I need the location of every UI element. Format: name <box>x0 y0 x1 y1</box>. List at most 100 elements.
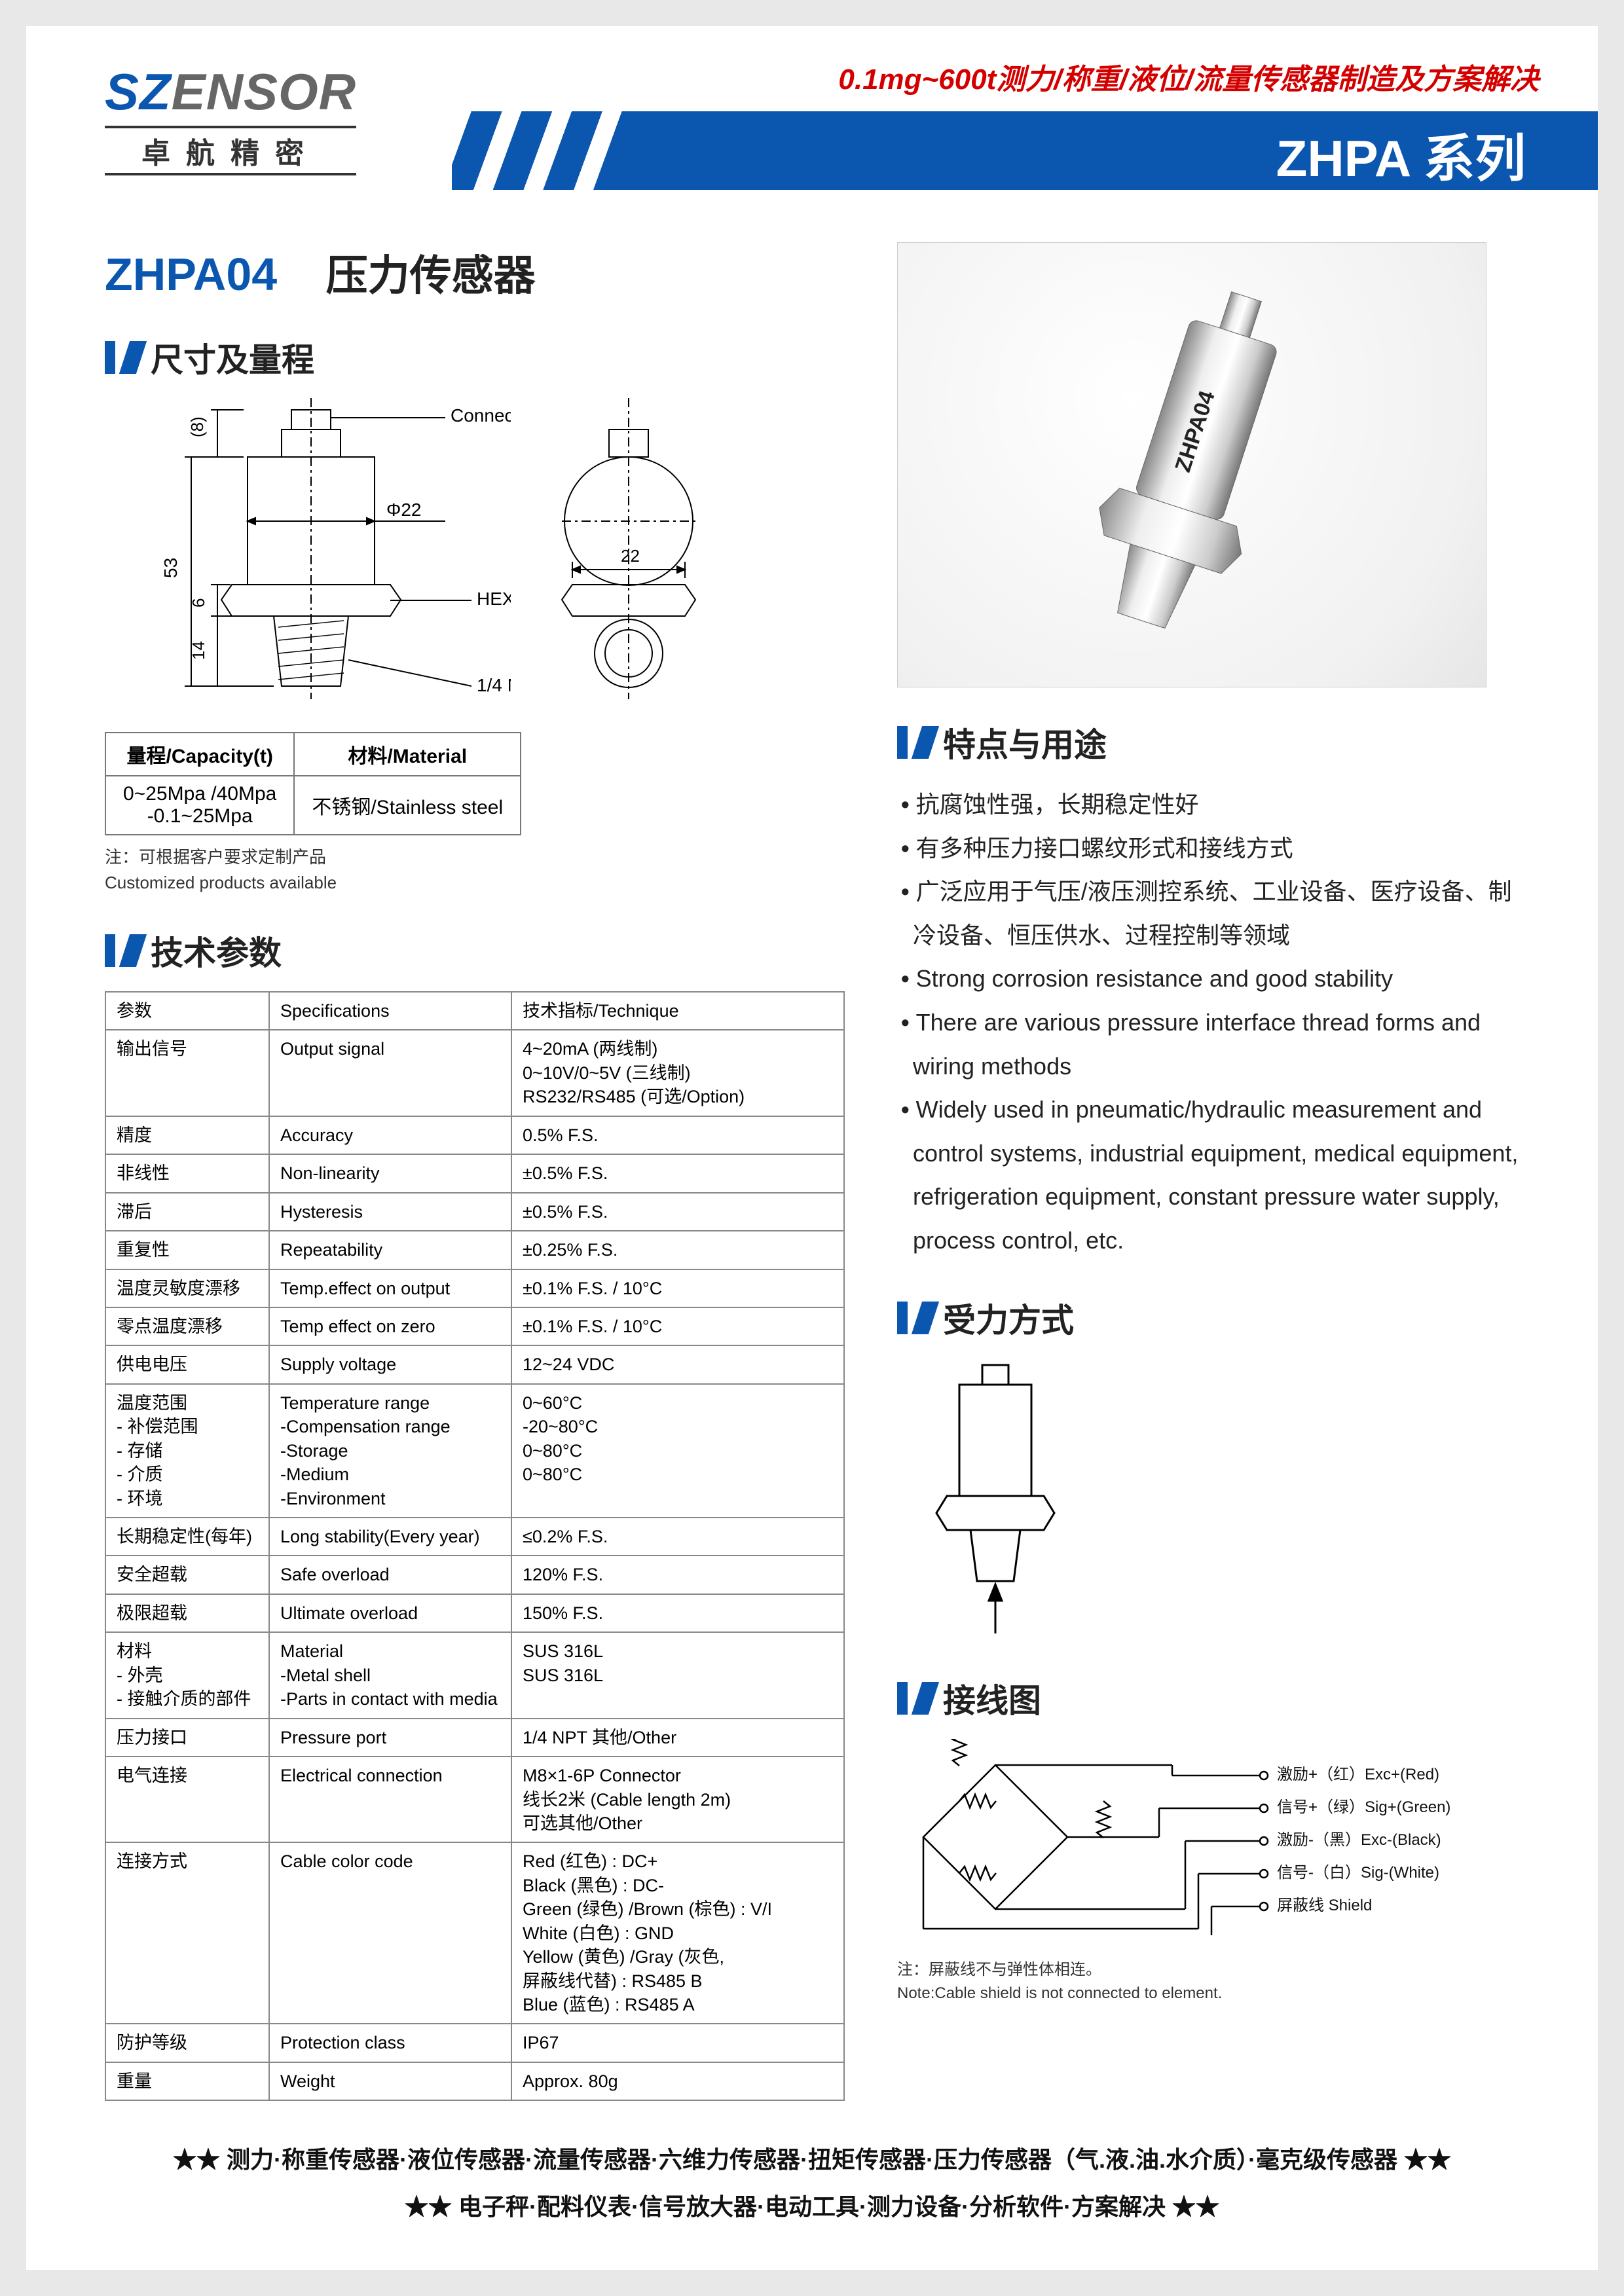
cap-hdr-1: 材料/Material <box>294 733 521 776</box>
feature-item: Strong corrosion resistance and good sta… <box>909 957 1526 1001</box>
cap-note-en: Customized products available <box>105 870 845 896</box>
model-code: ZHPA04 <box>105 249 277 300</box>
spec-cell: 重量 <box>105 2062 269 2100</box>
model-name: 压力传感器 <box>326 252 536 299</box>
spec-cell: 0~60°C -20~80°C 0~80°C 0~80°C <box>511 1384 844 1518</box>
spec-cell: 安全超载 <box>105 1556 269 1594</box>
section-title: 接线图 <box>943 1675 1041 1722</box>
dim-connector: Connector M8×1-6P <box>451 405 511 426</box>
dim-h53: 53 <box>160 558 181 578</box>
feature-list: 抗腐蚀性强，长期稳定性好有多种压力接口螺纹形式和接线方式广泛应用于气压/液压测控… <box>897 783 1526 1263</box>
dim-d22: Φ22 <box>386 500 421 520</box>
dim-thread: 1/4 NPT <box>477 675 511 695</box>
spec-cell: 1/4 NPT 其他/Other <box>511 1719 844 1757</box>
wiring-label: 激励+（红）Exc+(Red) <box>1277 1766 1439 1783</box>
spec-cell: ±0.25% F.S. <box>511 1231 844 1269</box>
spec-cell: Pressure port <box>269 1719 511 1757</box>
spec-cell: Temperature range -Compensation range -S… <box>269 1384 511 1518</box>
section-title: 特点与用途 <box>943 719 1107 766</box>
wiring-label: 屏蔽线 Shield <box>1277 1897 1372 1914</box>
spec-cell: 120% F.S. <box>511 1556 844 1594</box>
spec-cell: Non-linearity <box>269 1154 511 1192</box>
right-column: ZHPA04 特点与用途 抗腐蚀性强，长期稳定性好有多种压力接口螺纹形式和接线方… <box>897 242 1526 2005</box>
header-tagline: 0.1mg~600t测力/称重/液位/流量传感器制造及方案解决 <box>838 56 1539 98</box>
table-row: 连接方式Cable color codeRed (红色) : DC+ Black… <box>105 1842 844 2024</box>
wiring-note: 注：屏蔽线不与弹性体相连。 Note:Cable shield is not c… <box>897 1958 1526 2005</box>
table-row: 安全超载Safe overload120% F.S. <box>105 1556 844 1594</box>
feature-item: 广泛应用于气压/液压测控系统、工业设备、医疗设备、制冷设备、恒压供水、过程控制等… <box>909 870 1526 957</box>
section-title: 尺寸及量程 <box>151 334 314 381</box>
section-dimensions: 尺寸及量程 <box>105 334 845 381</box>
table-row: 极限超载Ultimate overload150% F.S. <box>105 1594 844 1632</box>
product-photo: ZHPA04 <box>897 242 1486 687</box>
wiring-label: 信号+（绿）Sig+(Green) <box>1277 1798 1450 1816</box>
section-features: 特点与用途 <box>897 719 1526 766</box>
spec-cell: 0.5% F.S. <box>511 1116 844 1154</box>
feature-item: There are various pressure interface thr… <box>909 1001 1526 1088</box>
cap-cell-1: 不锈钢/Stainless steel <box>294 776 521 835</box>
wiring-label: 信号-（白）Sig-(White) <box>1277 1864 1439 1882</box>
spec-cell: Long stability(Every year) <box>269 1518 511 1556</box>
dim-h14: 14 <box>189 641 208 660</box>
spec-cell: 非线性 <box>105 1154 269 1192</box>
spec-cell: Electrical connection <box>269 1757 511 1842</box>
dimension-side-svg: 22 <box>550 398 707 719</box>
spec-cell: 压力接口 <box>105 1719 269 1757</box>
spec-cell: 温度灵敏度漂移 <box>105 1269 269 1307</box>
spec-cell: 4~20mA (两线制) 0~10V/0~5V (三线制) RS232/RS48… <box>511 1030 844 1116</box>
spec-cell: Temp.effect on output <box>269 1269 511 1307</box>
spec-cell: 防护等级 <box>105 2024 269 2062</box>
left-column: ZHPA04 压力传感器 尺寸及量程 <box>105 242 845 2101</box>
spec-cell: 电气连接 <box>105 1757 269 1842</box>
section-bar-icon <box>119 341 147 374</box>
spec-cell: ±0.1% F.S. / 10°C <box>511 1307 844 1345</box>
spec-cell: Protection class <box>269 2024 511 2062</box>
section-force: 受力方式 <box>897 1294 1526 1341</box>
section-bar-icon <box>897 1682 908 1715</box>
wiring-note-cn: 注：屏蔽线不与弹性体相连。 <box>897 1958 1526 1982</box>
cap-hdr-0: 量程/Capacity(t) <box>105 733 294 776</box>
section-bar-icon <box>105 934 115 967</box>
wiring-label: 激励-（黑）Exc-(Black) <box>1277 1831 1441 1849</box>
table-row: 非线性Non-linearity±0.5% F.S. <box>105 1154 844 1192</box>
dim-h8: (8) <box>187 416 207 437</box>
dimension-front-svg: Connector M8×1-6P Φ22 HEX.22 1/4 NPT (8)… <box>105 398 511 719</box>
footer: ★★ 测力·称重传感器·液位传感器·流量传感器·六维力传感器·扭矩传感器·压力传… <box>26 2136 1598 2231</box>
spec-table: 参数 Specifications 技术指标/Technique 输出信号Out… <box>105 991 845 2101</box>
table-row: 重量WeightApprox. 80g <box>105 2062 844 2100</box>
table-row: 供电电压Supply voltage12~24 VDC <box>105 1345 844 1383</box>
spec-cell: M8×1-6P Connector 线长2米 (Cable length 2m)… <box>511 1757 844 1842</box>
spec-cell: Supply voltage <box>269 1345 511 1383</box>
spec-cell: ≤0.2% F.S. <box>511 1518 844 1556</box>
spec-cell: Repeatability <box>269 1231 511 1269</box>
spec-cell: Ultimate overload <box>269 1594 511 1632</box>
spec-cell: 精度 <box>105 1116 269 1154</box>
spec-cell: Cable color code <box>269 1842 511 2024</box>
section-bar-icon <box>912 1682 939 1715</box>
table-row: 长期稳定性(每年)Long stability(Every year)≤0.2%… <box>105 1518 844 1556</box>
spec-cell: Accuracy <box>269 1116 511 1154</box>
dim-w22: 22 <box>621 546 640 566</box>
spec-cell: 重复性 <box>105 1231 269 1269</box>
spec-cell: 12~24 VDC <box>511 1345 844 1383</box>
table-row: 输出信号Output signal4~20mA (两线制) 0~10V/0~5V… <box>105 1030 844 1116</box>
spec-cell: Approx. 80g <box>511 2062 844 2100</box>
section-bar-icon <box>912 1302 939 1334</box>
table-row: 0~25Mpa /40Mpa -0.1~25Mpa 不锈钢/Stainless … <box>105 776 521 835</box>
capacity-note: 注：可根据客户要求定制产品 Customized products availa… <box>105 845 845 896</box>
spec-cell: SUS 316L SUS 316L <box>511 1632 844 1718</box>
table-row: 零点温度漂移Temp effect on zero±0.1% F.S. / 10… <box>105 1307 844 1345</box>
spec-hdr-2: 技术指标/Technique <box>511 992 844 1030</box>
table-row: 重复性Repeatability±0.25% F.S. <box>105 1231 844 1269</box>
spec-cell: Hysteresis <box>269 1193 511 1231</box>
section-specs: 技术参数 <box>105 927 845 974</box>
dim-h6: 6 <box>189 598 208 608</box>
spec-cell: Output signal <box>269 1030 511 1116</box>
spec-cell: ±0.5% F.S. <box>511 1154 844 1192</box>
feature-item: 抗腐蚀性强，长期稳定性好 <box>909 783 1526 827</box>
table-row: 温度范围 - 补偿范围 - 存储 - 介质 - 环境Temperature ra… <box>105 1384 844 1518</box>
table-row: 压力接口Pressure port1/4 NPT 其他/Other <box>105 1719 844 1757</box>
spec-cell: ±0.5% F.S. <box>511 1193 844 1231</box>
spec-cell: 输出信号 <box>105 1030 269 1116</box>
wiring-diagram: 激励+（红）Exc+(Red) 信号+（绿）Sig+(Green) 激励-（黑）… <box>897 1739 1513 1948</box>
